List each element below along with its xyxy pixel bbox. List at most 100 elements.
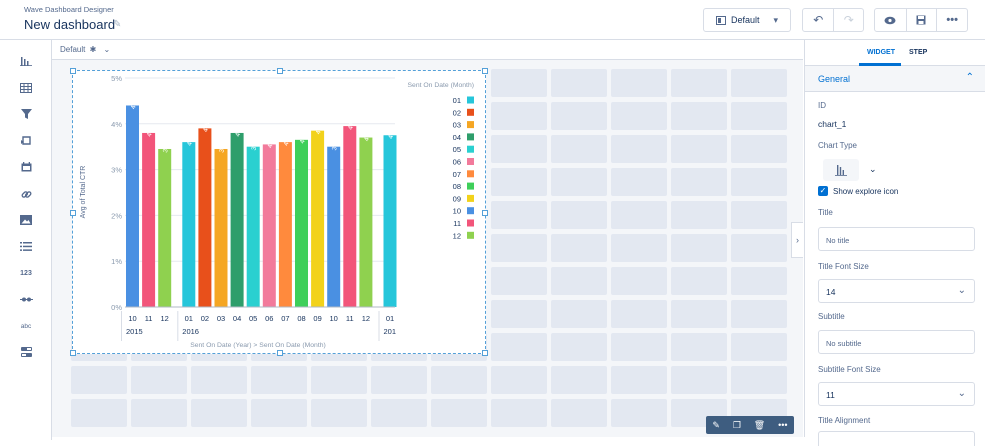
grid-cell bbox=[731, 168, 787, 196]
undo-icon[interactable]: ↶ bbox=[813, 13, 824, 27]
layout-select[interactable]: Default ▾ bbox=[703, 8, 791, 32]
bar-data-label: 4% bbox=[347, 120, 356, 131]
chart-type-select[interactable] bbox=[823, 159, 859, 181]
filter-icon[interactable] bbox=[16, 105, 36, 123]
table-icon[interactable] bbox=[16, 79, 36, 97]
y-tick-label: 5% bbox=[111, 74, 122, 83]
chevron-down-icon[interactable]: ⌄ bbox=[103, 45, 111, 54]
grid-cell bbox=[371, 366, 427, 394]
grid-cell bbox=[71, 399, 127, 427]
explore-icon-checkbox[interactable]: ✓ bbox=[818, 186, 828, 196]
save-icon[interactable] bbox=[905, 9, 937, 31]
dashboard-canvas[interactable]: Default ✱ ⌄ 5% 4% 3% 2% 1% 0% Avg of Total CTR… bbox=[52, 40, 803, 437]
title-font-size-label: Title Font Size bbox=[818, 262, 869, 271]
bar-chart[interactable]: 5% 4% 3% 2% 1% 0% Avg of Total CTR 4% 10 4% 11 3% 12… bbox=[73, 71, 485, 353]
chevron-down-icon: ▾ bbox=[773, 14, 779, 25]
grid-cell bbox=[671, 300, 727, 328]
gear-icon[interactable]: ✱ bbox=[89, 45, 97, 54]
bar-data-label: 4% bbox=[130, 99, 139, 110]
grid-cell bbox=[611, 102, 667, 130]
y-tick-label: 4% bbox=[111, 120, 122, 129]
resize-handle[interactable] bbox=[277, 68, 283, 74]
bar bbox=[359, 137, 373, 307]
image-icon[interactable] bbox=[16, 211, 36, 229]
list-icon[interactable] bbox=[16, 237, 36, 255]
active-tab-indicator bbox=[859, 63, 901, 66]
resize-handle[interactable] bbox=[482, 350, 488, 356]
more-icon[interactable]: ••• bbox=[778, 420, 788, 430]
x-tick-label: 11 bbox=[346, 314, 354, 323]
grid-cell bbox=[551, 234, 607, 262]
subtitle-label: Subtitle bbox=[818, 312, 845, 321]
subtitle-input[interactable]: No subtitle bbox=[818, 330, 975, 354]
tab-step[interactable]: STEP bbox=[909, 49, 928, 56]
more-icon[interactable]: ••• bbox=[936, 9, 967, 31]
x-tick-label: 07 bbox=[281, 314, 289, 323]
legend-swatch bbox=[467, 145, 474, 153]
layout-name[interactable]: Default ✱ ⌄ bbox=[60, 45, 110, 54]
title-label: Title bbox=[818, 208, 833, 217]
grid-cell bbox=[551, 201, 607, 229]
title-font-size-select[interactable]: 14 ⌄ bbox=[818, 279, 975, 303]
legend-label: 10 bbox=[453, 207, 461, 216]
compare-table-icon[interactable] bbox=[16, 132, 36, 150]
collapse-panel-button[interactable]: › bbox=[791, 222, 803, 258]
grid-cell bbox=[611, 69, 667, 97]
y-tick-label: 2% bbox=[111, 211, 122, 220]
edit-icon[interactable]: ✎ bbox=[712, 419, 720, 430]
grid-cell bbox=[611, 366, 667, 394]
legend-swatch bbox=[467, 96, 474, 104]
toggle-icon[interactable] bbox=[16, 343, 36, 361]
general-section-header[interactable]: General ⌃ bbox=[805, 66, 985, 92]
number-icon[interactable]: 123 bbox=[20, 269, 32, 277]
resize-handle[interactable] bbox=[70, 68, 76, 74]
grid-cell bbox=[671, 168, 727, 196]
redo-icon[interactable]: ↷ bbox=[833, 9, 863, 31]
tab-widget[interactable]: WIDGET bbox=[867, 49, 895, 56]
grid-cell bbox=[491, 267, 547, 295]
grid-cell bbox=[191, 399, 247, 427]
title-alignment-select[interactable] bbox=[818, 431, 975, 446]
bar-data-label: 4% bbox=[202, 122, 211, 133]
subtitle-font-size-label: Subtitle Font Size bbox=[818, 365, 881, 374]
legend-label: 03 bbox=[453, 121, 461, 130]
chart-icon[interactable] bbox=[16, 52, 36, 70]
pencil-icon[interactable]: ✎ bbox=[113, 19, 122, 30]
legend-label: 04 bbox=[453, 133, 461, 142]
resize-handle[interactable] bbox=[70, 350, 76, 356]
title-alignment-label: Title Alignment bbox=[818, 416, 871, 425]
bar-data-label: 4% bbox=[186, 136, 195, 147]
dashboard-title[interactable]: New dashboard bbox=[24, 17, 116, 32]
resize-handle[interactable] bbox=[482, 210, 488, 216]
link-icon[interactable] bbox=[16, 185, 36, 203]
resize-handle[interactable] bbox=[277, 350, 283, 356]
chevron-down-icon[interactable]: ⌄ bbox=[869, 164, 877, 174]
bar bbox=[182, 142, 196, 307]
chart-widget[interactable]: 5% 4% 3% 2% 1% 0% Avg of Total CTR 4% 10 4% 11 3% 12… bbox=[70, 68, 488, 356]
resize-handle[interactable] bbox=[482, 68, 488, 74]
preview-icon[interactable] bbox=[875, 9, 906, 31]
subtitle-font-size-select[interactable]: 11 ⌄ bbox=[818, 382, 975, 406]
x-tick-label: 06 bbox=[265, 314, 273, 323]
grid-cell bbox=[731, 366, 787, 394]
range-icon[interactable] bbox=[16, 290, 36, 308]
delete-icon[interactable]: 🗑 bbox=[753, 419, 766, 430]
grid-cell bbox=[491, 234, 547, 262]
chevron-up-icon[interactable]: ⌃ bbox=[965, 72, 974, 83]
clone-icon[interactable]: ❐ bbox=[732, 419, 741, 430]
grid-cell bbox=[611, 399, 667, 427]
date-icon[interactable] bbox=[16, 158, 36, 176]
resize-handle[interactable] bbox=[70, 210, 76, 216]
bar bbox=[214, 148, 228, 307]
grid-cell bbox=[491, 69, 547, 97]
text-icon[interactable]: abc bbox=[20, 322, 32, 330]
grid-cell bbox=[491, 168, 547, 196]
title-input[interactable]: No title bbox=[818, 227, 975, 251]
legend-swatch bbox=[467, 158, 474, 165]
grid-cell bbox=[491, 201, 547, 229]
x-tick-label: 01 bbox=[386, 314, 394, 323]
widget-rail: 123 abc bbox=[0, 40, 52, 440]
grid-cell bbox=[731, 135, 787, 163]
grid-cell bbox=[131, 399, 187, 427]
grid-cell bbox=[551, 399, 607, 427]
